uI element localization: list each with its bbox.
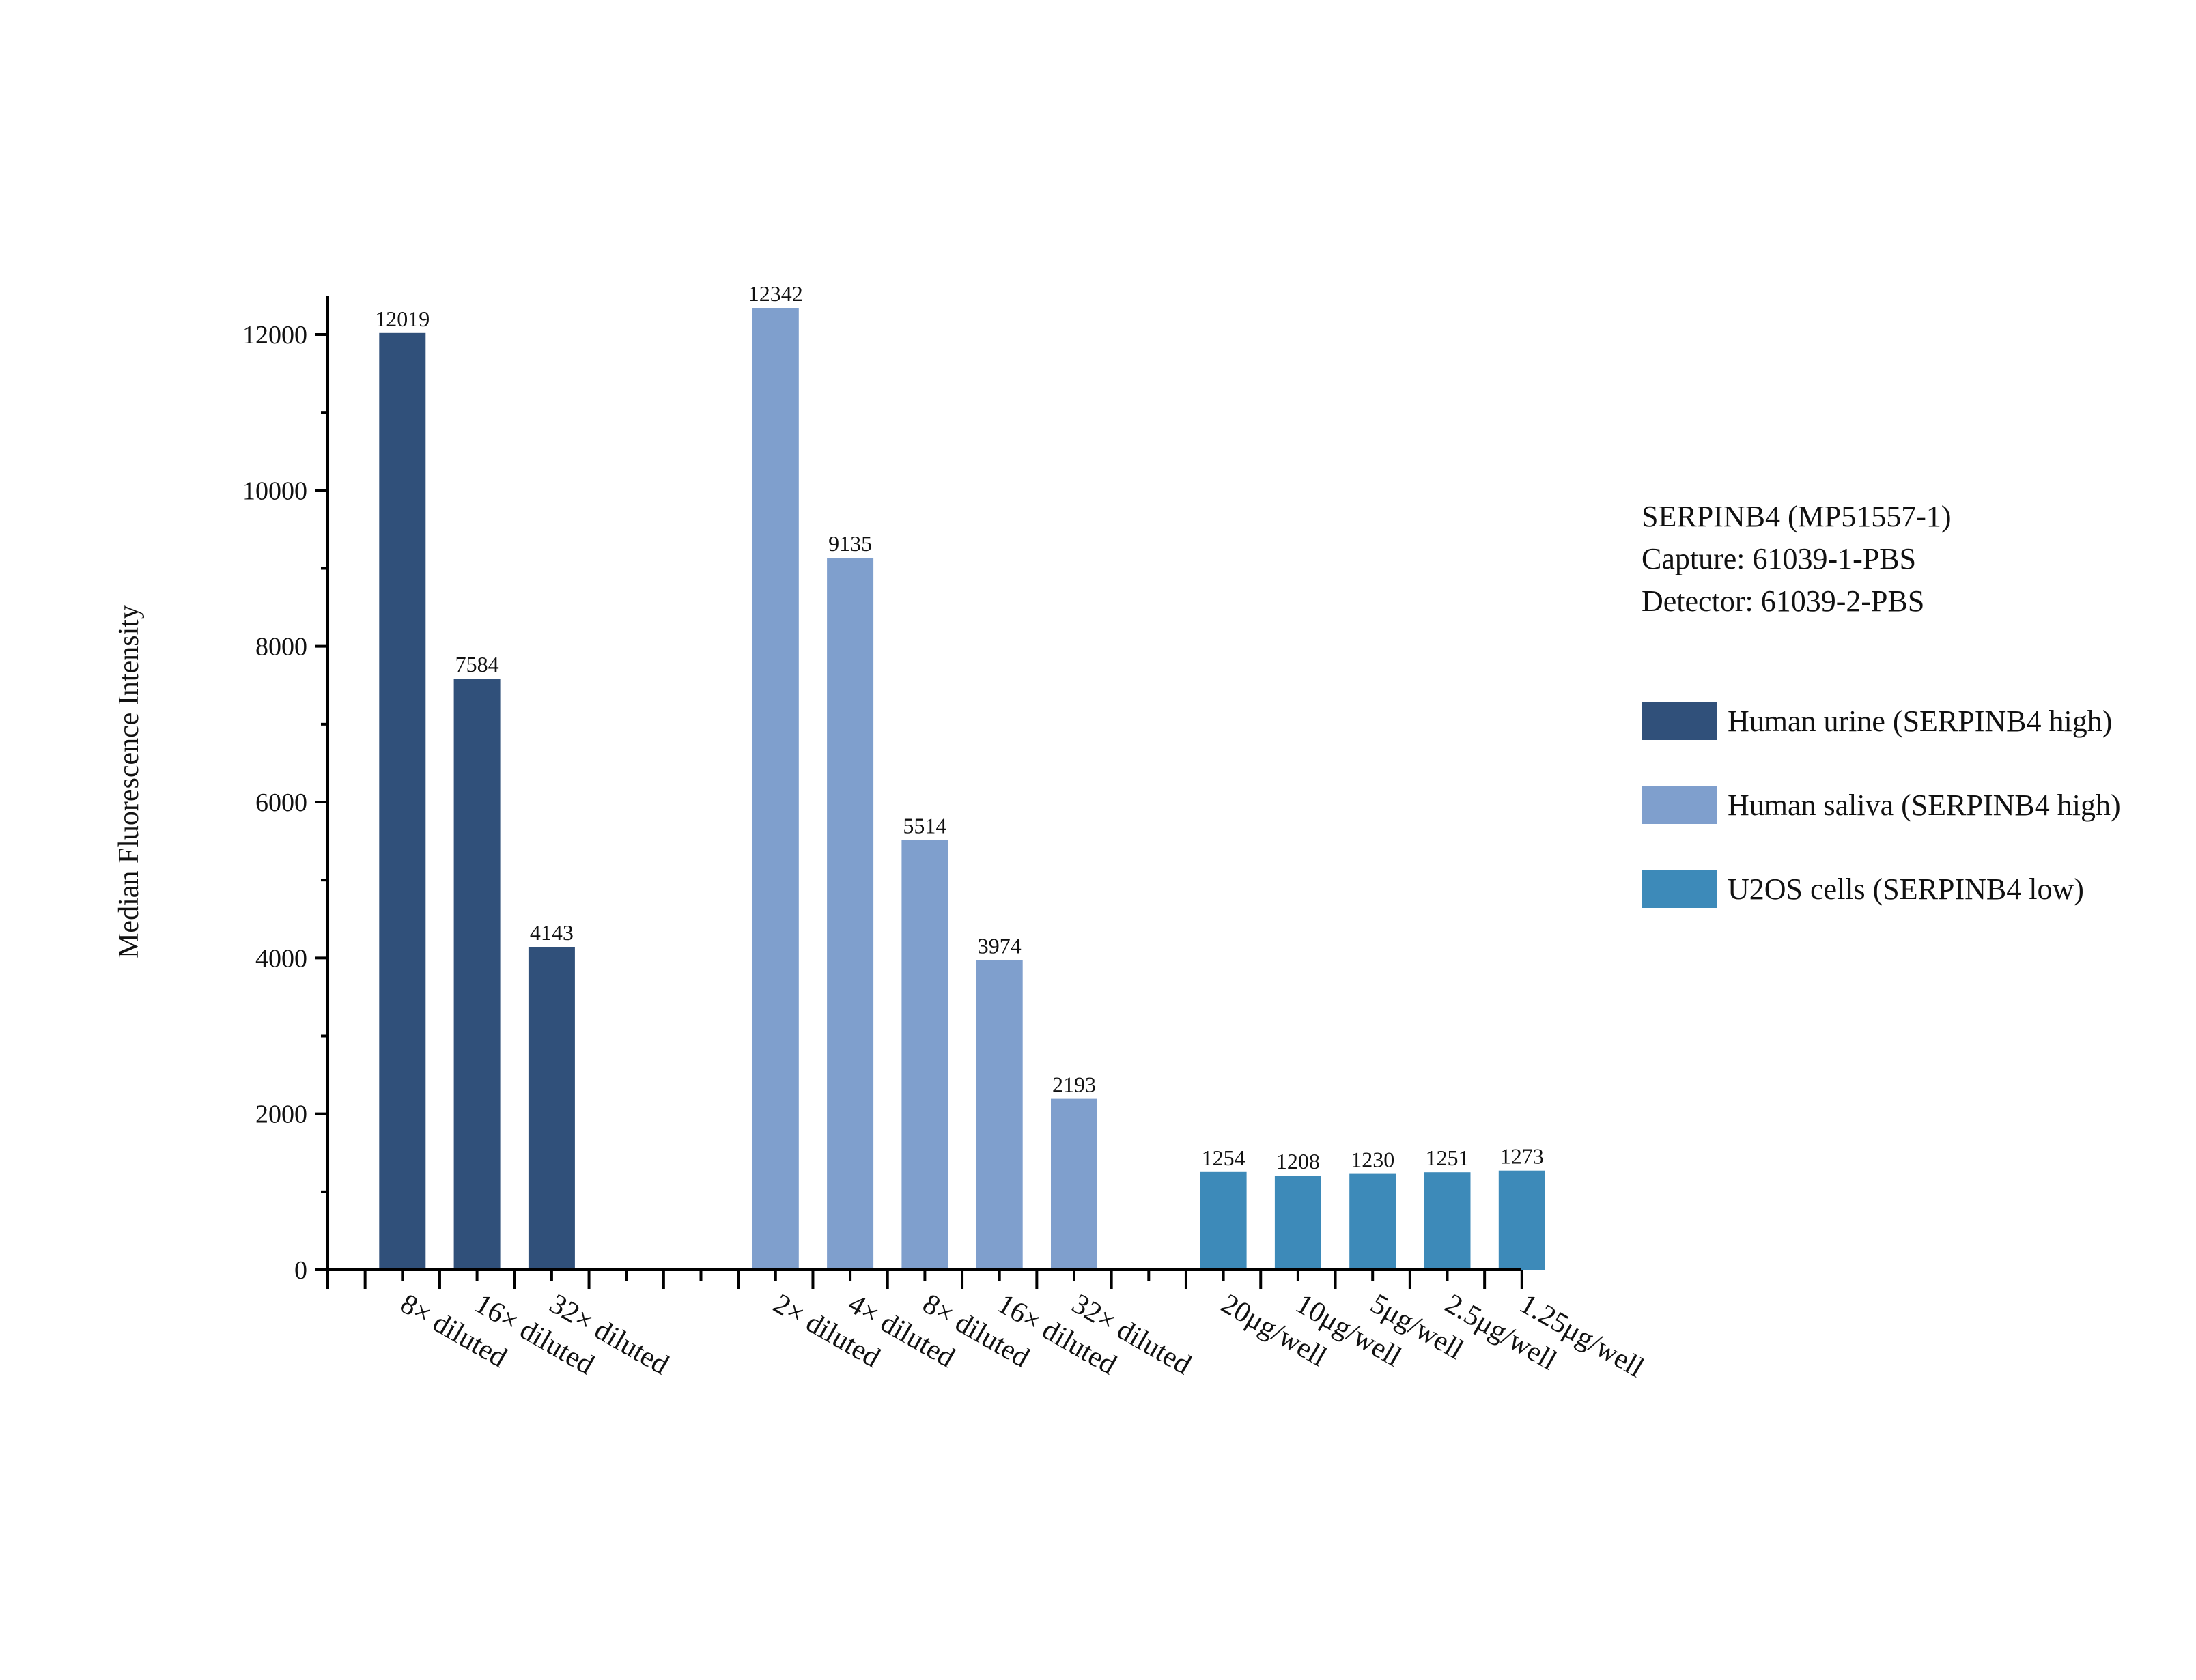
bar-s2-2 [1349,1173,1396,1270]
y-tick-label-1: 2000 [255,1100,307,1129]
legend-header-line-2: Capture: 61039-1-PBS [1642,542,1917,575]
bar-s2-0 [1200,1171,1247,1270]
bar-s2-4 [1498,1170,1545,1270]
value-label-s1-2: 5514 [903,814,946,838]
value-label-s0-2: 4143 [530,920,574,945]
y-axis-title: Median Fluorescence Intensity [113,605,145,958]
y-tick-label-0: 0 [294,1256,307,1285]
y-tick-label-3: 6000 [255,788,307,817]
bar-s0-0 [379,332,426,1270]
bar-s2-3 [1424,1172,1471,1270]
value-label-s1-0: 12342 [748,281,803,306]
axes-layer: 0 2000 4000 6000 8000 10000 12000 [242,296,1523,1289]
legend-item-u2os: U2OS cells (SERPINB4 low) [1642,868,2121,909]
legend-label-saliva: Human saliva (SERPINB4 high) [1728,788,2121,822]
value-label-s1-4: 2193 [1052,1072,1096,1097]
bar-s1-4 [1051,1098,1097,1270]
bar-s1-3 [976,960,1023,1270]
legend-item-saliva: Human saliva (SERPINB4 high) [1642,784,2121,825]
legend-swatch-saliva [1642,786,1717,824]
y-tick-label-4: 8000 [255,633,307,661]
legend-swatch-urine [1642,702,1717,740]
value-label-s2-2: 1230 [1351,1148,1394,1172]
legend-item-urine: Human urine (SERPINB4 high) [1642,700,2121,741]
legend-header-line-1: SERPINB4 (MP51557-1) [1642,500,1952,533]
bar-s2-1 [1274,1176,1321,1270]
value-label-s2-0: 1254 [1202,1145,1245,1170]
y-tick-label-2: 4000 [255,944,307,973]
value-label-s2-1: 1208 [1276,1149,1320,1173]
legend-swatch-u2os [1642,870,1717,908]
bar-s0-2 [528,947,575,1270]
value-label-s0-1: 7584 [455,652,499,677]
bar-s1-0 [752,308,799,1270]
legend-label-urine: Human urine (SERPINB4 high) [1728,704,2113,738]
y-tick-label-5: 10000 [242,476,307,505]
legend-header: SERPINB4 (MP51557-1) Capture: 61039-1-PB… [1642,496,1952,623]
y-tick-label-6: 12000 [242,321,307,350]
value-label-s2-3: 1251 [1426,1145,1469,1170]
legend: Human urine (SERPINB4 high) Human saliva… [1642,700,2121,952]
bar-s1-2 [901,840,948,1270]
value-label-s1-3: 3974 [978,933,1022,958]
legend-header-line-3: Detector: 61039-2-PBS [1642,584,1925,618]
legend-label-u2os: U2OS cells (SERPINB4 low) [1728,872,2084,906]
bar-s1-1 [827,558,874,1270]
bar-s0-1 [453,679,501,1270]
value-label-s2-4: 1273 [1500,1144,1544,1169]
value-label-s0-0: 12019 [375,307,430,331]
value-label-s1-1: 9135 [828,531,872,556]
